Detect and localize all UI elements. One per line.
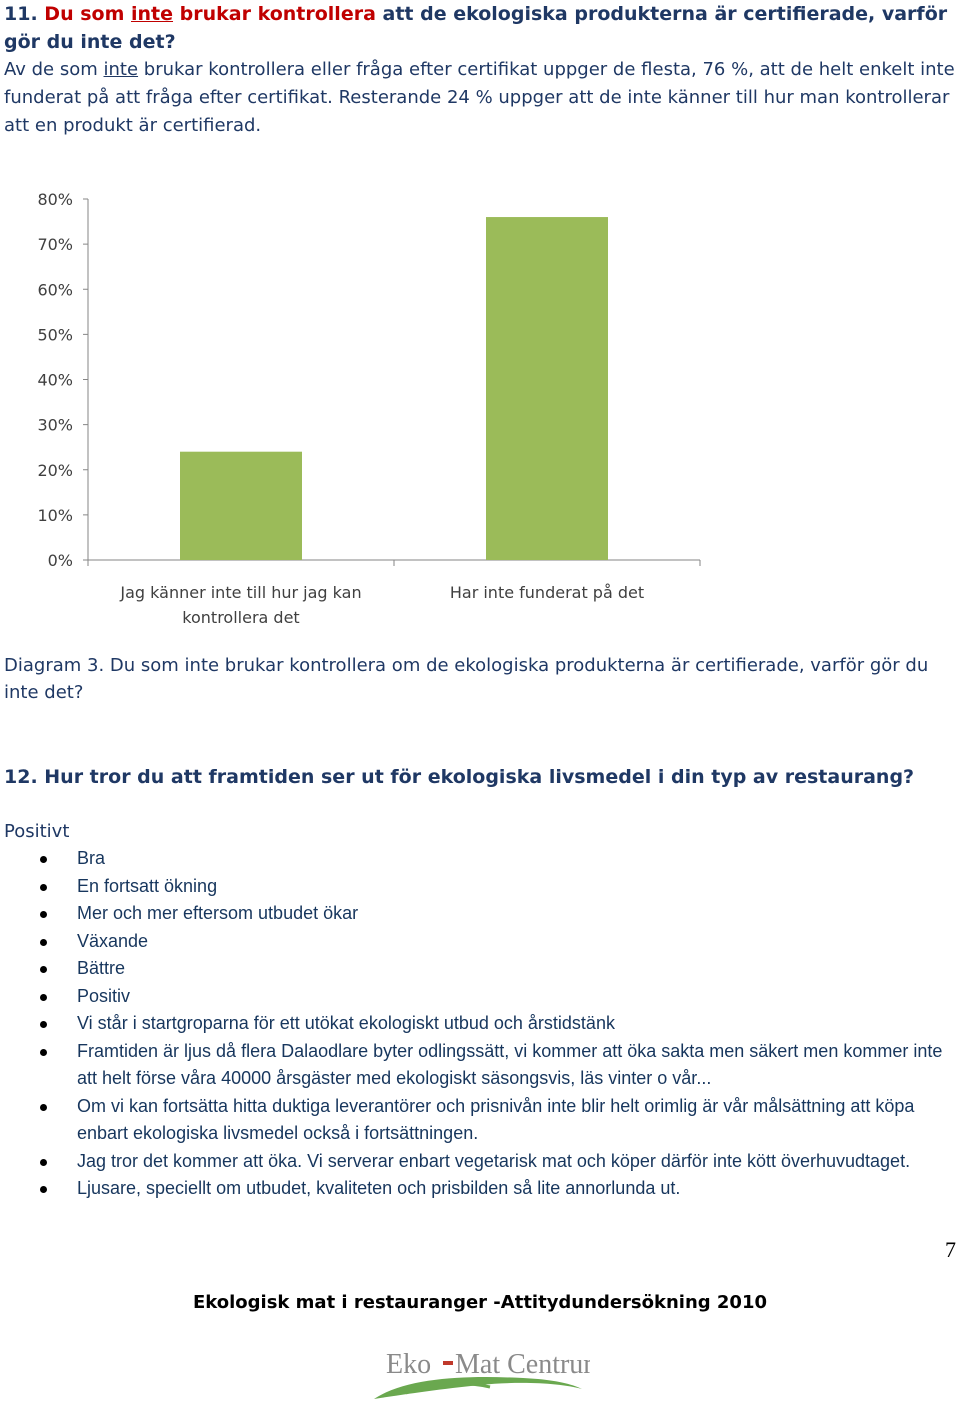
list-item: Positiv [36, 983, 946, 1011]
y-tick-label: 60% [37, 280, 73, 299]
bullet-icon [40, 993, 47, 1001]
bar [180, 451, 302, 560]
question-11-red-part: Du som inte brukar kontrollera [44, 3, 376, 25]
x-category-label: Har inte funderat på det [450, 583, 644, 602]
list-item-text: Positiv [77, 985, 131, 1006]
list-item-text: Bra [77, 848, 106, 868]
logo-text-left: Eko [386, 1349, 431, 1380]
bullet-icon [40, 1186, 47, 1193]
list-item: Jag tror det kommer att öka. Vi serverar… [36, 1148, 946, 1176]
list-item: Vi står i startgroparna för ett utökat e… [36, 1010, 946, 1038]
question-11-number: 11. [4, 3, 38, 25]
bullet-icon [40, 1021, 47, 1028]
y-tick-label: 10% [37, 506, 73, 525]
question-11-heading: 11. Du som inte brukar kontrollera att d… [4, 0, 956, 56]
list-item-text: Mer och mer eftersom utbudet ökar [77, 903, 359, 923]
bullet-icon [40, 1048, 47, 1056]
positive-answer-list: Bra En fortsatt ökning Mer och mer efterso… [36, 845, 946, 1203]
question-11-underlined: inte [131, 3, 174, 25]
logo-text-right: Mat Centrum [455, 1349, 590, 1380]
x-category-label: Jag känner inte till hur jag kan [119, 583, 361, 602]
list-item: Bättre [36, 955, 946, 983]
list-item: Bra [36, 845, 946, 873]
bullet-icon [40, 1103, 47, 1111]
positive-heading: Positivt [4, 821, 70, 842]
list-item: En fortsatt ökning [36, 873, 946, 901]
list-item: Ljusare, speciellt om utbudet, kvalitete… [36, 1175, 946, 1203]
list-item: Växande [36, 928, 946, 956]
y-tick-label: 30% [37, 416, 73, 435]
list-item-text: Jag tror det kommer att öka. Vi serverar… [77, 1150, 911, 1171]
list-item-text: Vi står i startgroparna för ett utökat e… [77, 1013, 615, 1033]
y-tick-label: 50% [37, 325, 73, 344]
question-12-heading: 12. Hur tror du att framtiden ser ut för… [4, 766, 915, 788]
bullet-icon [40, 883, 47, 891]
y-tick-label: 40% [37, 371, 73, 390]
y-tick-label: 0% [48, 551, 73, 570]
question-11-rest: att de ekologiska produkterna är certifi… [4, 3, 948, 53]
page-number: 7 [945, 1237, 956, 1262]
y-tick-label: 80% [37, 190, 73, 209]
list-item-text: Ljusare, speciellt om utbudet, kvalitete… [77, 1178, 681, 1198]
list-item-text: En fortsatt ökning [77, 875, 218, 896]
diagram-caption: Diagram 3. Du som inte brukar kontroller… [4, 655, 929, 703]
y-tick-label: 20% [37, 461, 73, 480]
list-item-text: Om vi kan fortsätta hitta duktiga levera… [77, 1095, 915, 1144]
bullet-icon [40, 966, 47, 973]
bullet-icon [40, 938, 47, 946]
eko-mat-centrum-logo: Eko Mat Centrum [374, 1349, 590, 1399]
x-category-label: kontrollera det [182, 608, 299, 627]
question-11-part2: brukar kontrollera [179, 3, 376, 25]
list-item-text: Framtiden är ljus då flera Dalaodlare by… [77, 1040, 943, 1089]
list-item: Mer och mer eftersom utbudet ökar [36, 900, 946, 928]
y-tick-label: 70% [37, 235, 73, 254]
bar-chart: 0% 10% 20% 30% 40% 50% 60% 70% 80% Jag känner int… [37, 190, 701, 627]
list-item-text: Växande [77, 930, 149, 951]
intro-part2: brukar kontrollera eller fråga efter cer… [4, 59, 955, 136]
logo-leaf-swoosh [374, 1377, 582, 1399]
bullet-icon [40, 856, 47, 863]
footer-title: Ekologisk mat i restauranger -Attitydund… [192, 1292, 768, 1313]
intro-part1: Av de som [4, 59, 98, 80]
list-item: Framtiden är ljus då flera Dalaodlare by… [36, 1038, 946, 1093]
logo-leaf-swoosh-2 [405, 1382, 491, 1395]
list-item: Om vi kan fortsätta hitta duktiga levera… [36, 1093, 946, 1148]
intro-underlined: inte [103, 59, 139, 80]
bullet-icon [40, 1158, 47, 1166]
logo-dash [443, 1361, 453, 1365]
question-11-part1: Du som [44, 3, 125, 25]
bar [486, 217, 608, 561]
intro-paragraph: Av de som inte brukar kontrollera eller … [4, 56, 956, 140]
bullet-icon [40, 911, 47, 918]
list-item-text: Bättre [77, 958, 126, 978]
